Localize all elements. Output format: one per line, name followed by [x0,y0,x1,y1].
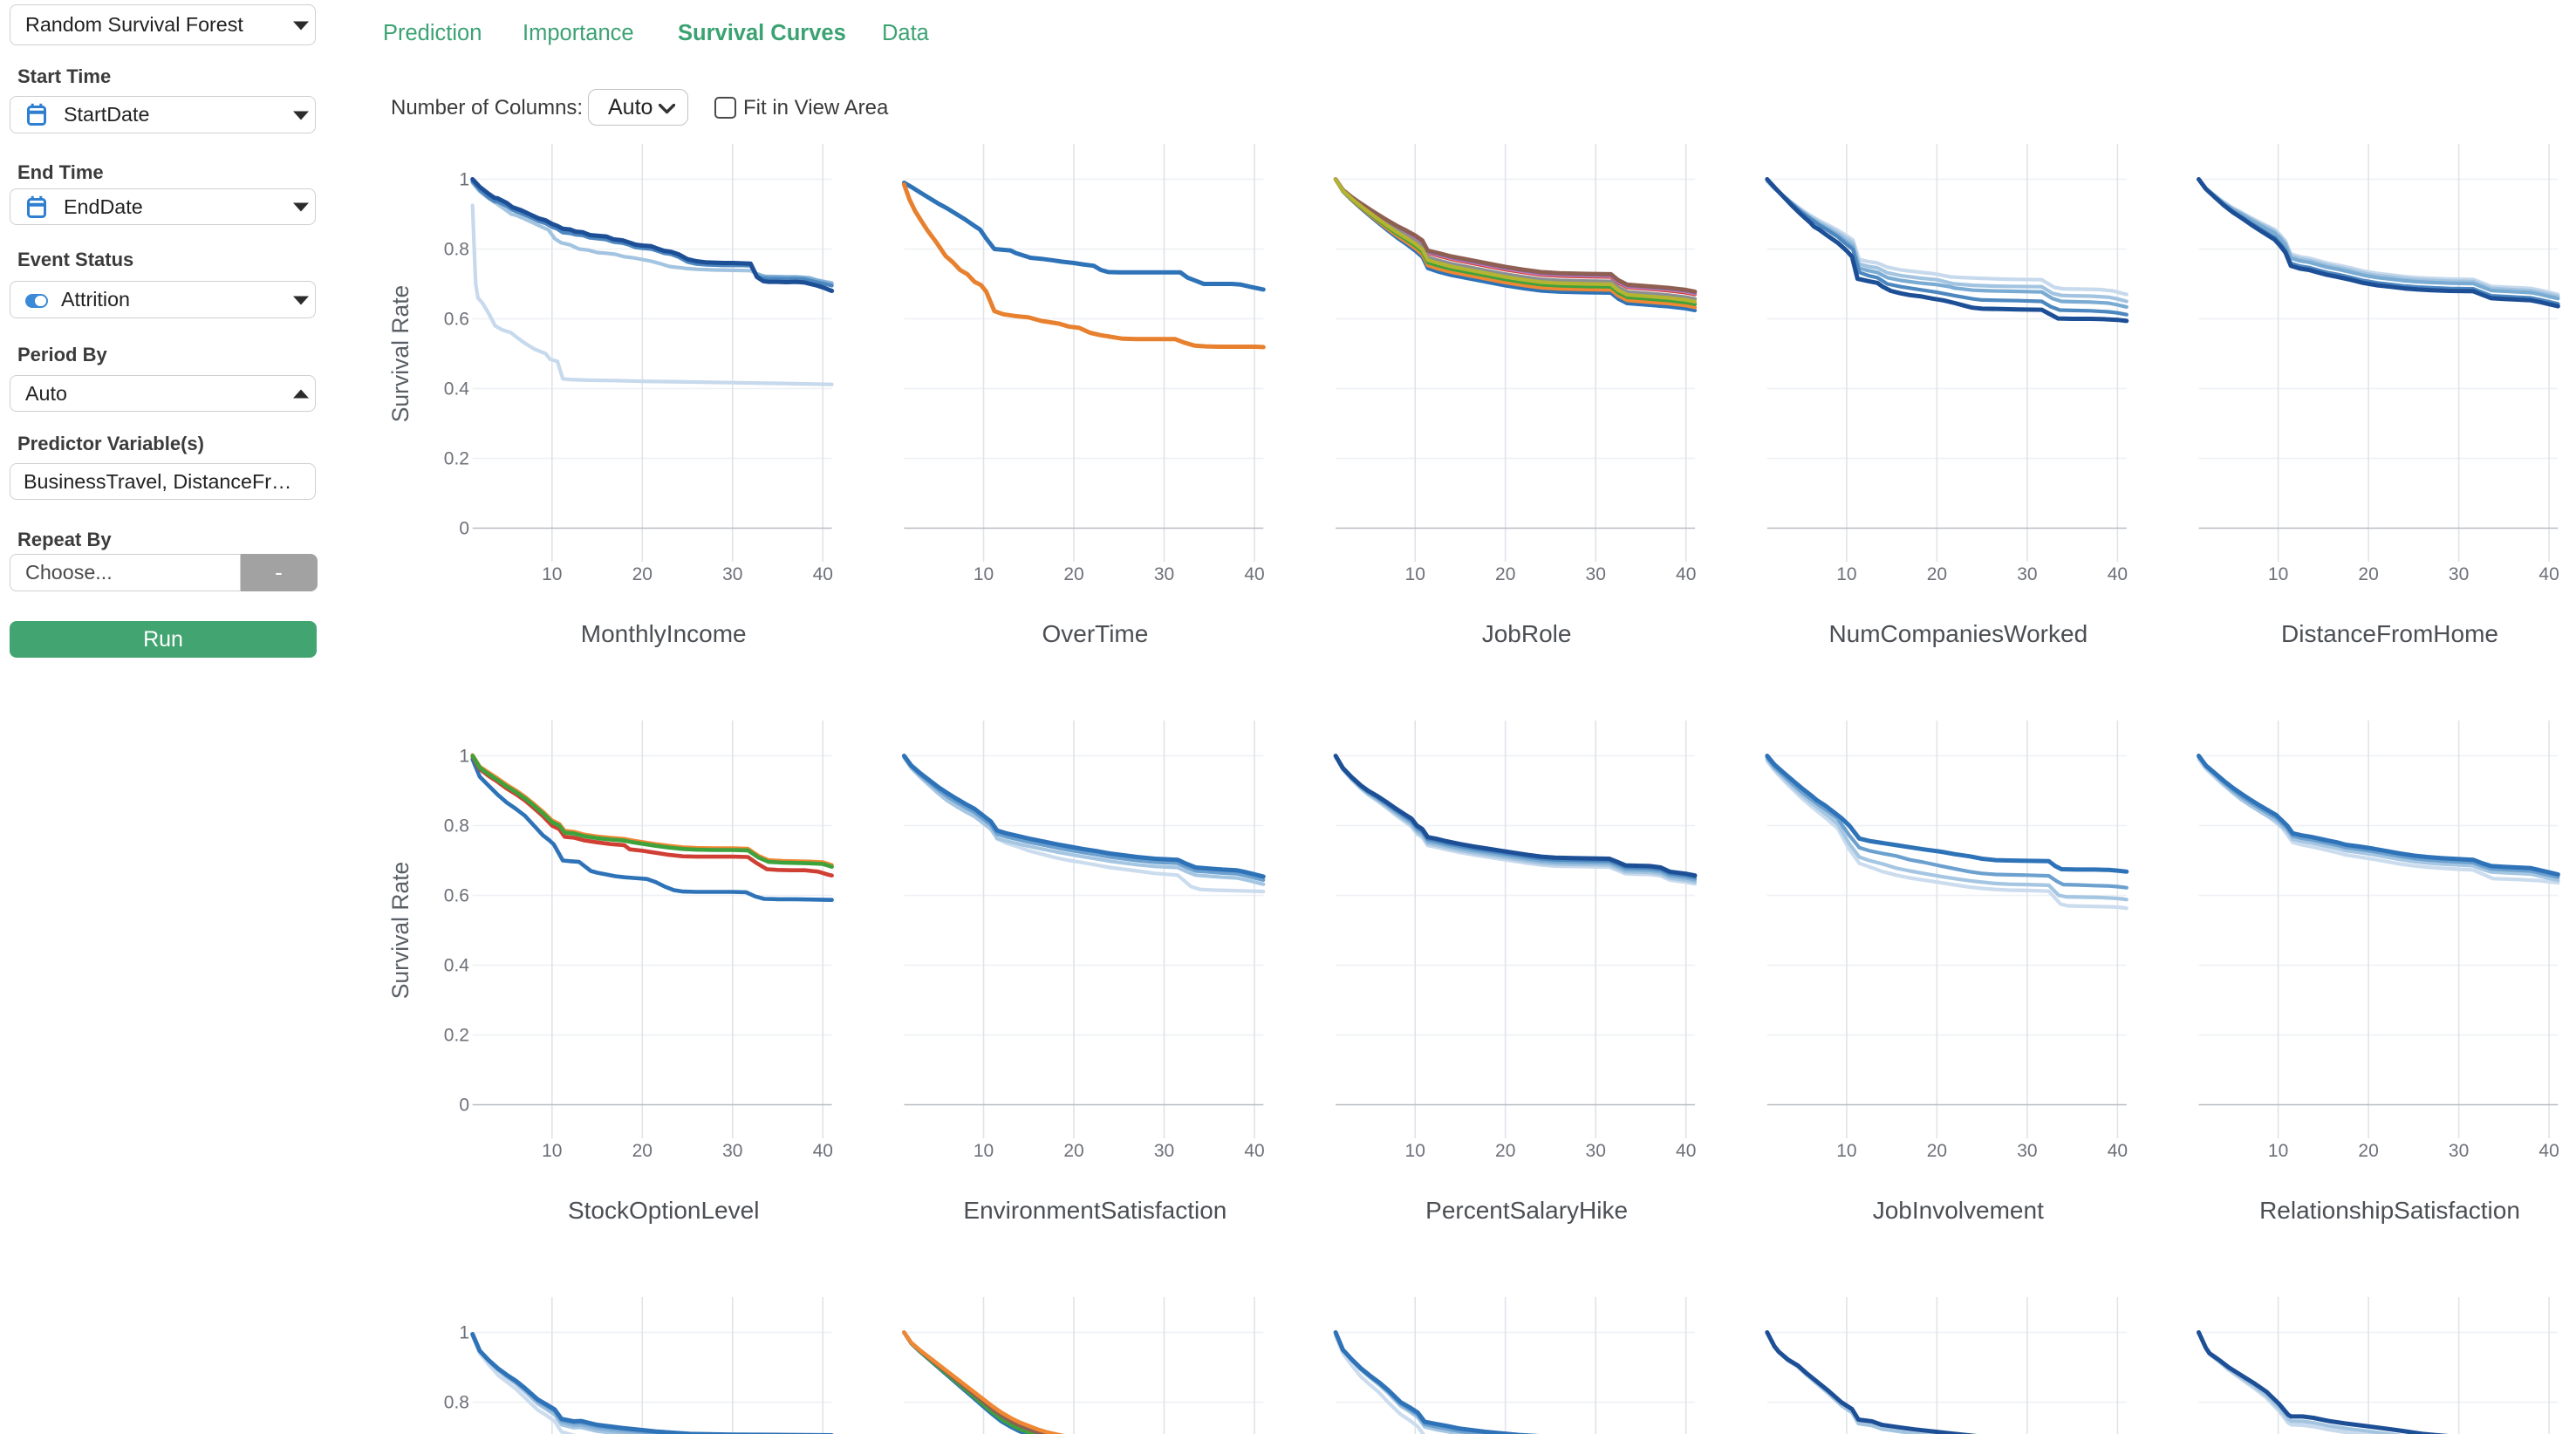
svg-text:0.8: 0.8 [444,816,469,836]
svg-text:30: 30 [2449,564,2469,584]
svg-text:JobRole: JobRole [1482,620,1572,647]
svg-text:JobInvolvement: JobInvolvement [1873,1197,2044,1224]
svg-text:0.6: 0.6 [444,310,469,330]
svg-text:0.4: 0.4 [444,379,470,399]
svg-text:40: 40 [1676,564,1696,584]
svg-text:30: 30 [2017,564,2037,584]
svg-text:20: 20 [632,564,653,584]
svg-text:30: 30 [1586,1141,1606,1161]
svg-text:EnvironmentSatisfaction: EnvironmentSatisfaction [963,1197,1227,1224]
svg-text:40: 40 [813,564,833,584]
svg-text:20: 20 [1495,1141,1515,1161]
svg-text:40: 40 [1244,564,1264,584]
svg-text:30: 30 [2449,1141,2469,1161]
svg-text:40: 40 [1244,1141,1264,1161]
svg-text:20: 20 [1063,564,1083,584]
svg-text:30: 30 [722,564,742,584]
svg-text:Survival Rate: Survival Rate [387,862,413,1000]
svg-text:30: 30 [1154,1141,1174,1161]
svg-text:10: 10 [542,1141,562,1161]
svg-text:NumCompaniesWorked: NumCompaniesWorked [1828,620,2087,647]
svg-text:20: 20 [2358,564,2378,584]
svg-text:30: 30 [1586,564,1606,584]
svg-text:20: 20 [1063,1141,1083,1161]
svg-text:20: 20 [632,1141,653,1161]
svg-text:MonthlyIncome: MonthlyIncome [581,620,747,647]
svg-text:0.8: 0.8 [444,1393,469,1413]
svg-text:StockOptionLevel: StockOptionLevel [568,1197,759,1224]
svg-text:40: 40 [2108,564,2128,584]
svg-text:40: 40 [1676,1141,1696,1161]
svg-text:40: 40 [813,1141,833,1161]
svg-text:0: 0 [459,1096,469,1116]
svg-text:DistanceFromHome: DistanceFromHome [2281,620,2498,647]
svg-text:0.2: 0.2 [444,449,469,469]
svg-text:10: 10 [2268,1141,2288,1161]
svg-text:30: 30 [2017,1141,2037,1161]
svg-text:20: 20 [2358,1141,2378,1161]
svg-text:10: 10 [974,564,994,584]
svg-text:20: 20 [1927,564,1947,584]
svg-text:0.6: 0.6 [444,886,469,906]
svg-text:10: 10 [1836,1141,1856,1161]
svg-text:20: 20 [1927,1141,1947,1161]
svg-text:OverTime: OverTime [1042,620,1148,647]
svg-text:10: 10 [2268,564,2288,584]
svg-text:0: 0 [459,519,469,539]
svg-text:40: 40 [2538,564,2559,584]
svg-text:0.2: 0.2 [444,1026,469,1046]
svg-text:10: 10 [1836,564,1856,584]
svg-text:30: 30 [722,1141,742,1161]
svg-text:1: 1 [459,170,469,190]
svg-text:10: 10 [1405,564,1425,584]
svg-text:0.4: 0.4 [444,956,470,976]
svg-text:10: 10 [974,1141,994,1161]
svg-text:RelationshipSatisfaction: RelationshipSatisfaction [2259,1197,2520,1224]
svg-text:20: 20 [1495,564,1515,584]
svg-text:1: 1 [459,1323,469,1343]
svg-text:10: 10 [542,564,562,584]
svg-text:30: 30 [1154,564,1174,584]
svg-text:10: 10 [1405,1141,1425,1161]
svg-text:1: 1 [459,747,469,767]
svg-text:Survival Rate: Survival Rate [387,285,413,423]
svg-text:40: 40 [2538,1141,2559,1161]
svg-text:PercentSalaryHike: PercentSalaryHike [1425,1197,1628,1224]
svg-text:40: 40 [2108,1141,2128,1161]
svg-text:0.8: 0.8 [444,240,469,260]
